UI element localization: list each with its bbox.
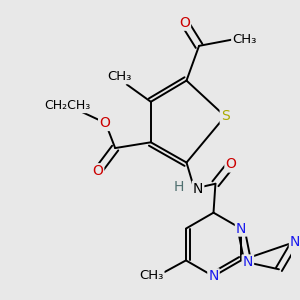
- Text: O: O: [225, 158, 236, 172]
- Text: N: N: [193, 182, 203, 196]
- Text: N: N: [236, 222, 246, 236]
- Text: H: H: [174, 180, 184, 194]
- Text: CH₃: CH₃: [107, 70, 131, 83]
- Text: CH₃: CH₃: [232, 33, 256, 46]
- Text: O: O: [99, 116, 110, 130]
- Text: N: N: [208, 269, 219, 283]
- Text: N: N: [243, 255, 253, 269]
- Text: S: S: [221, 109, 230, 123]
- Text: N: N: [290, 235, 300, 249]
- Text: O: O: [92, 164, 103, 178]
- Text: CH₂CH₃: CH₂CH₃: [44, 99, 90, 112]
- Text: O: O: [179, 16, 190, 30]
- Text: CH₃: CH₃: [139, 269, 164, 282]
